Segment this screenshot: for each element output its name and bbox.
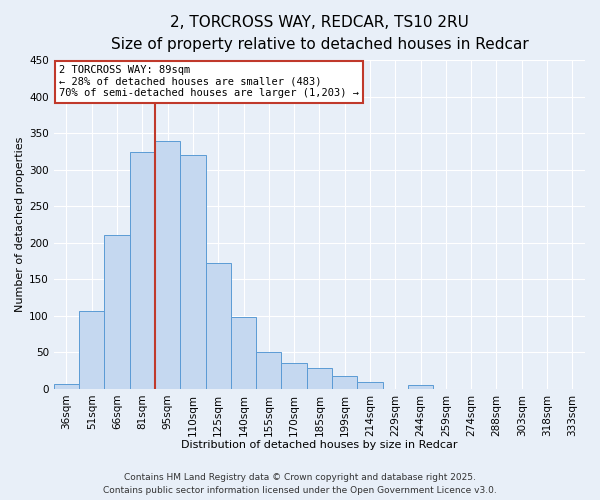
Bar xyxy=(54,384,79,389)
Text: Contains HM Land Registry data © Crown copyright and database right 2025.
Contai: Contains HM Land Registry data © Crown c… xyxy=(103,474,497,495)
Bar xyxy=(332,376,358,389)
Bar xyxy=(104,235,130,389)
Bar xyxy=(408,385,433,389)
Bar xyxy=(256,352,281,389)
X-axis label: Distribution of detached houses by size in Redcar: Distribution of detached houses by size … xyxy=(181,440,458,450)
Bar xyxy=(307,368,332,389)
Bar xyxy=(281,362,307,389)
Bar xyxy=(180,155,206,389)
Bar xyxy=(206,264,231,389)
Bar xyxy=(231,318,256,389)
Text: 2 TORCROSS WAY: 89sqm
← 28% of detached houses are smaller (483)
70% of semi-det: 2 TORCROSS WAY: 89sqm ← 28% of detached … xyxy=(59,65,359,98)
Bar xyxy=(358,382,383,389)
Y-axis label: Number of detached properties: Number of detached properties xyxy=(15,137,25,312)
Bar xyxy=(79,310,104,389)
Title: 2, TORCROSS WAY, REDCAR, TS10 2RU
Size of property relative to detached houses i: 2, TORCROSS WAY, REDCAR, TS10 2RU Size o… xyxy=(110,15,528,52)
Bar xyxy=(130,152,155,389)
Bar xyxy=(155,140,180,389)
